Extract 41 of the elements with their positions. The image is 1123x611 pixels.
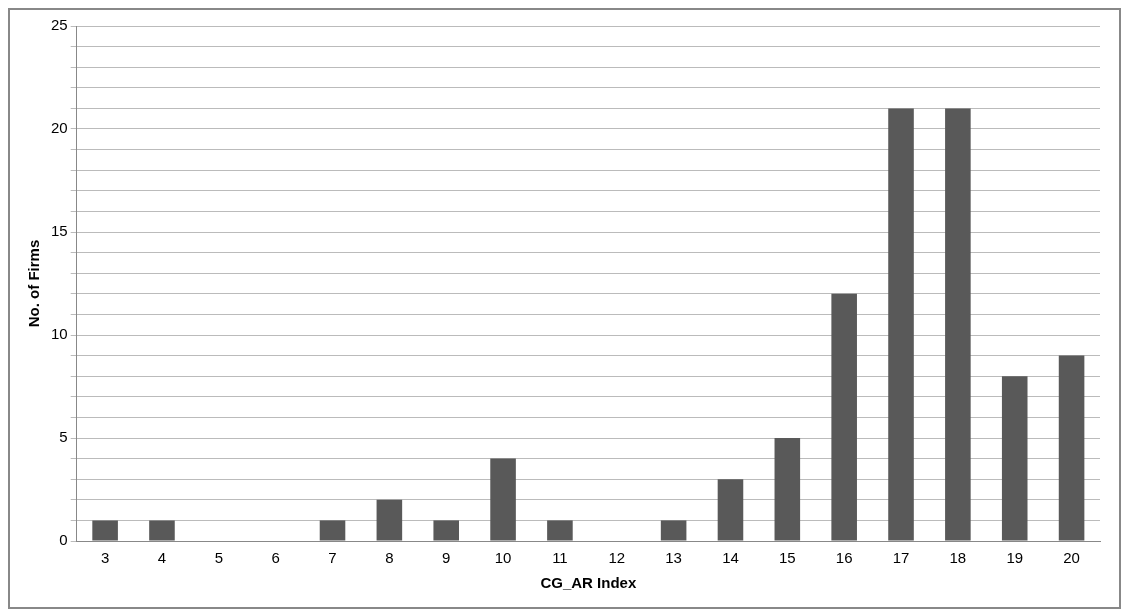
bar: [831, 293, 857, 541]
x-tick-label: 20: [1063, 549, 1080, 567]
bar: [490, 458, 516, 541]
x-tick-label: 18: [949, 549, 967, 567]
x-tick-label: 16: [835, 549, 853, 567]
x-tick-label: 12: [608, 549, 626, 567]
bar: [1001, 376, 1028, 541]
x-tick-label: 11: [552, 549, 568, 567]
y-tick-label: 10: [51, 325, 68, 343]
bar: [149, 520, 175, 541]
x-tick-label: 8: [385, 549, 394, 567]
x-tick-label: 10: [494, 549, 512, 567]
bar: [547, 520, 573, 541]
bar: [888, 108, 914, 541]
y-tick-label: 20: [51, 119, 68, 137]
bar: [92, 520, 118, 541]
y-tick-label: 5: [59, 428, 68, 446]
bar: [717, 479, 744, 541]
x-tick-label: 14: [722, 549, 739, 567]
x-tick-label: 3: [100, 549, 110, 567]
x-tick-label: 19: [1006, 549, 1024, 567]
x-tick-label: 17: [892, 549, 910, 567]
x-tick-label: 4: [157, 549, 167, 567]
bar: [660, 520, 687, 541]
y-tick-label: 15: [51, 222, 68, 240]
bar: [1058, 355, 1085, 541]
y-tick-label: 0: [59, 531, 68, 549]
bar: [945, 108, 971, 541]
x-tick-label: 5: [214, 549, 223, 567]
x-tick-label: 7: [328, 549, 337, 567]
bar: [319, 520, 346, 541]
x-tick-label: 6: [271, 549, 280, 567]
x-tick-label: 13: [665, 549, 682, 567]
y-tick-label: 25: [51, 16, 68, 34]
bar: [774, 438, 801, 541]
x-tick-label: 9: [442, 549, 451, 567]
y-axis-title: No. of Firms: [25, 239, 43, 328]
bar: [376, 499, 403, 541]
x-tick-label: 15: [778, 549, 796, 567]
x-axis-title: CG_AR Index: [540, 574, 637, 592]
bar: [433, 520, 460, 541]
